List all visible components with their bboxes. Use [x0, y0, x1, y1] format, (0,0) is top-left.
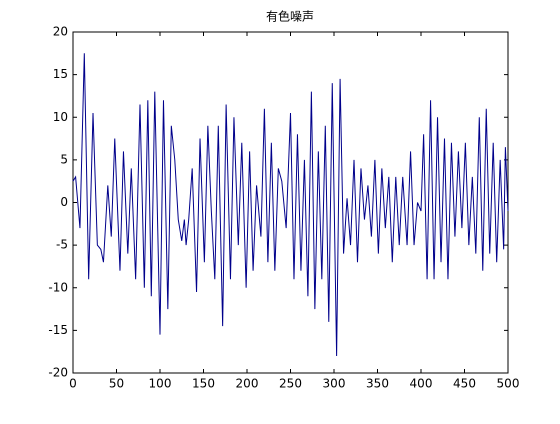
x-tick-label: 150	[192, 377, 215, 391]
x-tick-label: 350	[366, 377, 389, 391]
y-tick-label: -15	[48, 323, 68, 337]
x-tick-label: 450	[453, 377, 476, 391]
x-tick-label: 300	[323, 377, 346, 391]
y-tick-label: 20	[53, 25, 68, 39]
y-tick-label: 5	[60, 152, 68, 166]
y-tick-label: -5	[56, 238, 68, 252]
y-tick-label: 15	[53, 67, 68, 81]
y-tick-label: 0	[60, 195, 68, 209]
x-tick-label: 200	[236, 377, 259, 391]
x-tick-label: 0	[69, 377, 77, 391]
x-tick-label: 500	[497, 377, 520, 391]
chart-title: 有色噪声	[266, 10, 314, 24]
x-tick-label: 400	[410, 377, 433, 391]
y-tick-label: -10	[48, 280, 68, 294]
x-tick-label: 250	[279, 377, 302, 391]
y-tick-label: 10	[53, 110, 68, 124]
x-tick-label: 100	[149, 377, 172, 391]
line-series	[72, 53, 509, 356]
y-tick-label: -20	[48, 366, 68, 380]
x-tick-label: 50	[109, 377, 124, 391]
